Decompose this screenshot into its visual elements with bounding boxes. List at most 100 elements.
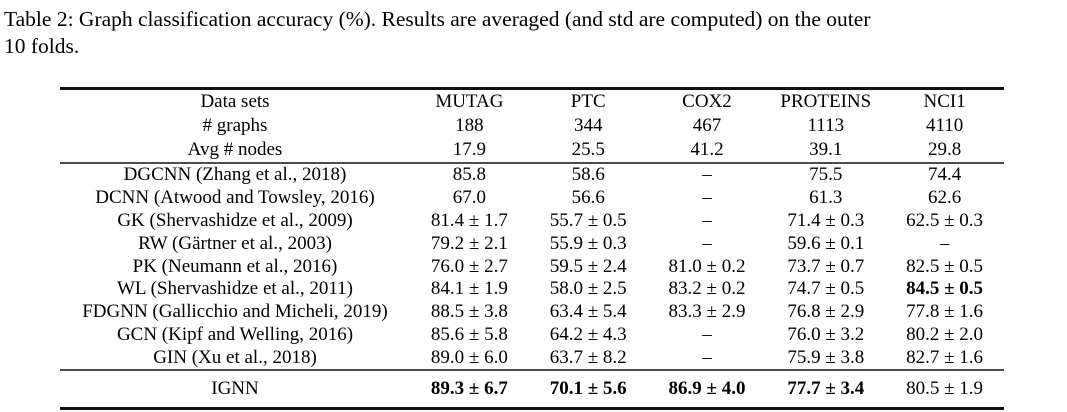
column-header-cell: MUTAG [435, 91, 504, 112]
table-cell: 59.5 ± 2.4 [549, 255, 627, 277]
table-cell: 76.0 ± 2.7 [430, 255, 508, 277]
method-label: DCNN (Atwood and Towsley, 2016) [95, 187, 375, 209]
column-header-cell: COX2 [682, 91, 732, 112]
table-cell: – [702, 323, 712, 345]
results-table-container: Data sets MUTAG PTC COX2 PROTEINS NCI1 #… [60, 87, 1004, 411]
table-cell: 88.5 ± 3.8 [430, 301, 508, 323]
table-cell: 85.8 [452, 164, 487, 186]
table-cell: – [702, 164, 712, 186]
table-cell: 58.6 [571, 164, 605, 186]
table-cell: 81.0 ± 0.2 [668, 255, 746, 277]
table-cell: 64.2 ± 4.3 [549, 323, 627, 345]
table-cell: 39.1 [809, 139, 843, 160]
table-cell: 56.6 [571, 187, 605, 209]
table-cell-best: 77.7 ± 3.4 [787, 378, 865, 400]
table-cell: – [702, 232, 712, 254]
table-cell: 82.5 ± 0.5 [906, 255, 984, 277]
row-header-cell: # graphs [202, 115, 268, 136]
table-row-ignn: IGNN 89.3 ± 6.7 70.1 ± 5.6 86.9 ± 4.0 77… [60, 370, 1004, 409]
table-caption: Table 2: Graph classification accuracy (… [4, 6, 1064, 59]
table-cell: 80.2 ± 2.0 [906, 323, 984, 345]
table-cell-best: 84.5 ± 0.5 [906, 278, 984, 300]
table-cell: 62.5 ± 0.3 [906, 209, 984, 231]
column-header-cell: NCI1 [923, 91, 966, 112]
table-cell: 344 [573, 115, 603, 136]
table-cell: 75.5 [809, 164, 843, 186]
method-label: GIN (Xu et al., 2018) [153, 346, 317, 368]
row-header-cell: Avg # nodes [187, 139, 283, 160]
table-cell-best: 70.1 ± 5.6 [549, 378, 627, 400]
table-cell: 83.2 ± 0.2 [668, 278, 746, 300]
table-cell: 62.6 [927, 187, 962, 209]
table-cell: 79.2 ± 2.1 [430, 232, 508, 254]
table-cell: 25.5 [571, 139, 605, 160]
method-label: GK (Shervashidze et al., 2009) [117, 209, 353, 231]
table-cell: – [702, 187, 712, 209]
table-cell: 63.4 ± 5.4 [549, 301, 627, 323]
header-row-datasets: Data sets MUTAG PTC COX2 PROTEINS NCI1 [60, 89, 1004, 115]
table-row-dcnn: DCNN (Atwood and Towsley, 2016) 67.0 56.… [60, 187, 1004, 210]
method-label: WL (Shervashidze et al., 2011) [116, 278, 353, 300]
table-cell: 77.8 ± 1.6 [906, 301, 984, 323]
table-row-gk: GK (Shervashidze et al., 2009) 81.4 ± 1.… [60, 210, 1004, 233]
caption-line-2: 10 folds. [4, 33, 80, 58]
header-row-num-graphs: # graphs 188 344 467 1113 4110 [60, 114, 1004, 138]
method-label: GCN (Kipf and Welling, 2016) [116, 323, 354, 345]
table-cell: 29.8 [927, 139, 962, 160]
table-row-gcn: GCN (Kipf and Welling, 2016) 85.6 ± 5.8 … [60, 324, 1004, 347]
table-row-fdgnn: FDGNN (Gallicchio and Micheli, 2019) 88.… [60, 301, 1004, 324]
table-cell: 85.6 ± 5.8 [430, 323, 508, 345]
table-cell: 41.2 [690, 139, 724, 160]
table-cell: – [702, 346, 712, 368]
results-table: Data sets MUTAG PTC COX2 PROTEINS NCI1 #… [60, 87, 1004, 411]
table-cell: 76.8 ± 2.9 [787, 301, 865, 323]
table-cell: 467 [692, 115, 722, 136]
table-cell: 71.4 ± 0.3 [787, 209, 865, 231]
table-cell: 89.0 ± 6.0 [430, 346, 508, 368]
table-cell: 75.9 ± 3.8 [787, 346, 865, 368]
method-label: FDGNN (Gallicchio and Micheli, 2019) [82, 301, 388, 323]
method-label: IGNN [211, 378, 259, 400]
table-cell: – [939, 232, 950, 254]
column-header-cell: PROTEINS [780, 91, 872, 112]
method-label: PK (Neumann et al., 2016) [132, 255, 338, 277]
table-cell-best: 89.3 ± 6.7 [430, 378, 508, 400]
method-label: RW (Gärtner et al., 2003) [138, 232, 332, 254]
table-cell: 73.7 ± 0.7 [787, 255, 865, 277]
header-row-avg-nodes: Avg # nodes 17.9 25.5 41.2 39.1 29.8 [60, 138, 1004, 163]
table-cell: 55.7 ± 0.5 [549, 209, 627, 231]
table-cell: 82.7 ± 1.6 [906, 346, 984, 368]
table-cell: 74.4 [927, 164, 962, 186]
column-header-cell: PTC [570, 91, 606, 112]
method-label: DGCNN (Zhang et al., 2018) [123, 164, 347, 186]
table-row-wl: WL (Shervashidze et al., 2011) 84.1 ± 1.… [60, 278, 1004, 301]
table-row-dgcnn: DGCNN (Zhang et al., 2018) 85.8 58.6 – 7… [60, 163, 1004, 187]
table-cell: 58.0 ± 2.5 [549, 278, 627, 300]
table-cell: 80.5 ± 1.9 [906, 378, 984, 400]
table-cell: 83.3 ± 2.9 [668, 301, 746, 323]
table-body: DGCNN (Zhang et al., 2018) 85.8 58.6 – 7… [60, 163, 1004, 371]
table-cell: 74.7 ± 0.5 [787, 278, 865, 300]
table-cell: 67.0 [452, 187, 487, 209]
table-cell: 59.6 ± 0.1 [787, 232, 865, 254]
table-footer: IGNN 89.3 ± 6.7 70.1 ± 5.6 86.9 ± 4.0 77… [60, 370, 1004, 409]
table-cell: 55.9 ± 0.3 [549, 232, 627, 254]
table-cell: 188 [455, 115, 484, 136]
table-cell: 61.3 [809, 187, 843, 209]
table-row-pk: PK (Neumann et al., 2016) 76.0 ± 2.7 59.… [60, 255, 1004, 278]
table-row-rw: RW (Gärtner et al., 2003) 79.2 ± 2.1 55.… [60, 232, 1004, 255]
table-cell: 81.4 ± 1.7 [430, 209, 508, 231]
table-cell: 17.9 [452, 139, 487, 160]
row-header-cell: Data sets [200, 91, 270, 112]
table-cell: 1113 [807, 115, 845, 136]
table-cell: 84.1 ± 1.9 [430, 278, 508, 300]
table-row-gin: GIN (Xu et al., 2018) 89.0 ± 6.0 63.7 ± … [60, 346, 1004, 370]
caption-line-1: Table 2: Graph classification accuracy (… [4, 7, 871, 31]
table-cell: 4110 [925, 115, 964, 136]
table-cell: 76.0 ± 3.2 [787, 323, 865, 345]
table-cell: – [702, 209, 712, 231]
table-header: Data sets MUTAG PTC COX2 PROTEINS NCI1 #… [60, 89, 1004, 163]
table-cell-best: 86.9 ± 4.0 [668, 378, 746, 400]
table-cell: 63.7 ± 8.2 [549, 346, 627, 368]
